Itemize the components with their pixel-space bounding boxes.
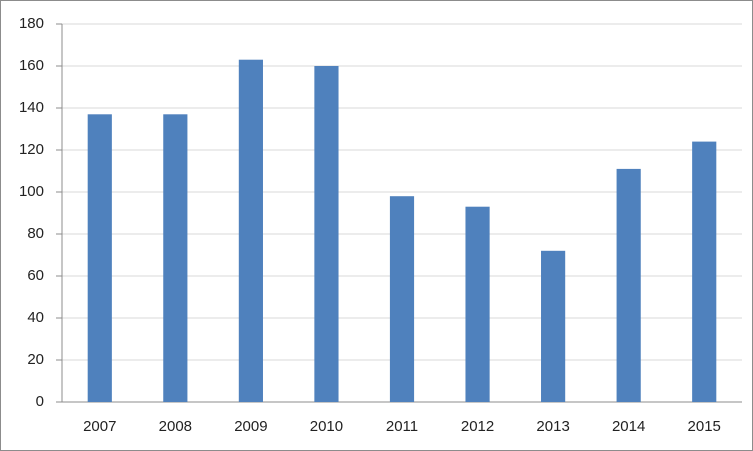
x-tick-label: 2012 xyxy=(461,418,494,435)
y-tick-label: 60 xyxy=(27,267,44,284)
x-tick-label: 2011 xyxy=(386,418,418,435)
y-tick-label: 180 xyxy=(19,15,44,32)
y-tick-label: 140 xyxy=(19,99,44,116)
bar xyxy=(389,196,415,402)
bar xyxy=(465,206,490,402)
bar xyxy=(616,168,641,402)
bar xyxy=(314,66,339,402)
y-tick-label: 120 xyxy=(19,141,44,158)
bar xyxy=(87,114,112,403)
x-tick-label: 2010 xyxy=(310,418,343,435)
bar xyxy=(541,250,566,402)
bar xyxy=(692,141,717,402)
y-tick-label: 80 xyxy=(27,225,44,242)
x-tick-label: 2015 xyxy=(688,418,721,435)
y-tick-label: 0 xyxy=(36,393,44,410)
y-tick-label: 20 xyxy=(27,351,44,368)
bar xyxy=(163,114,188,403)
bar xyxy=(238,59,263,402)
y-tick-label: 100 xyxy=(19,183,44,200)
y-tick-label: 160 xyxy=(19,57,44,74)
x-tick-label: 2008 xyxy=(159,418,192,435)
y-tick-label: 40 xyxy=(27,309,44,326)
x-tick-label: 2014 xyxy=(612,418,645,435)
x-tick-label: 2013 xyxy=(536,418,569,435)
x-tick-label: 2009 xyxy=(234,418,267,435)
x-tick-label: 2007 xyxy=(83,418,116,435)
